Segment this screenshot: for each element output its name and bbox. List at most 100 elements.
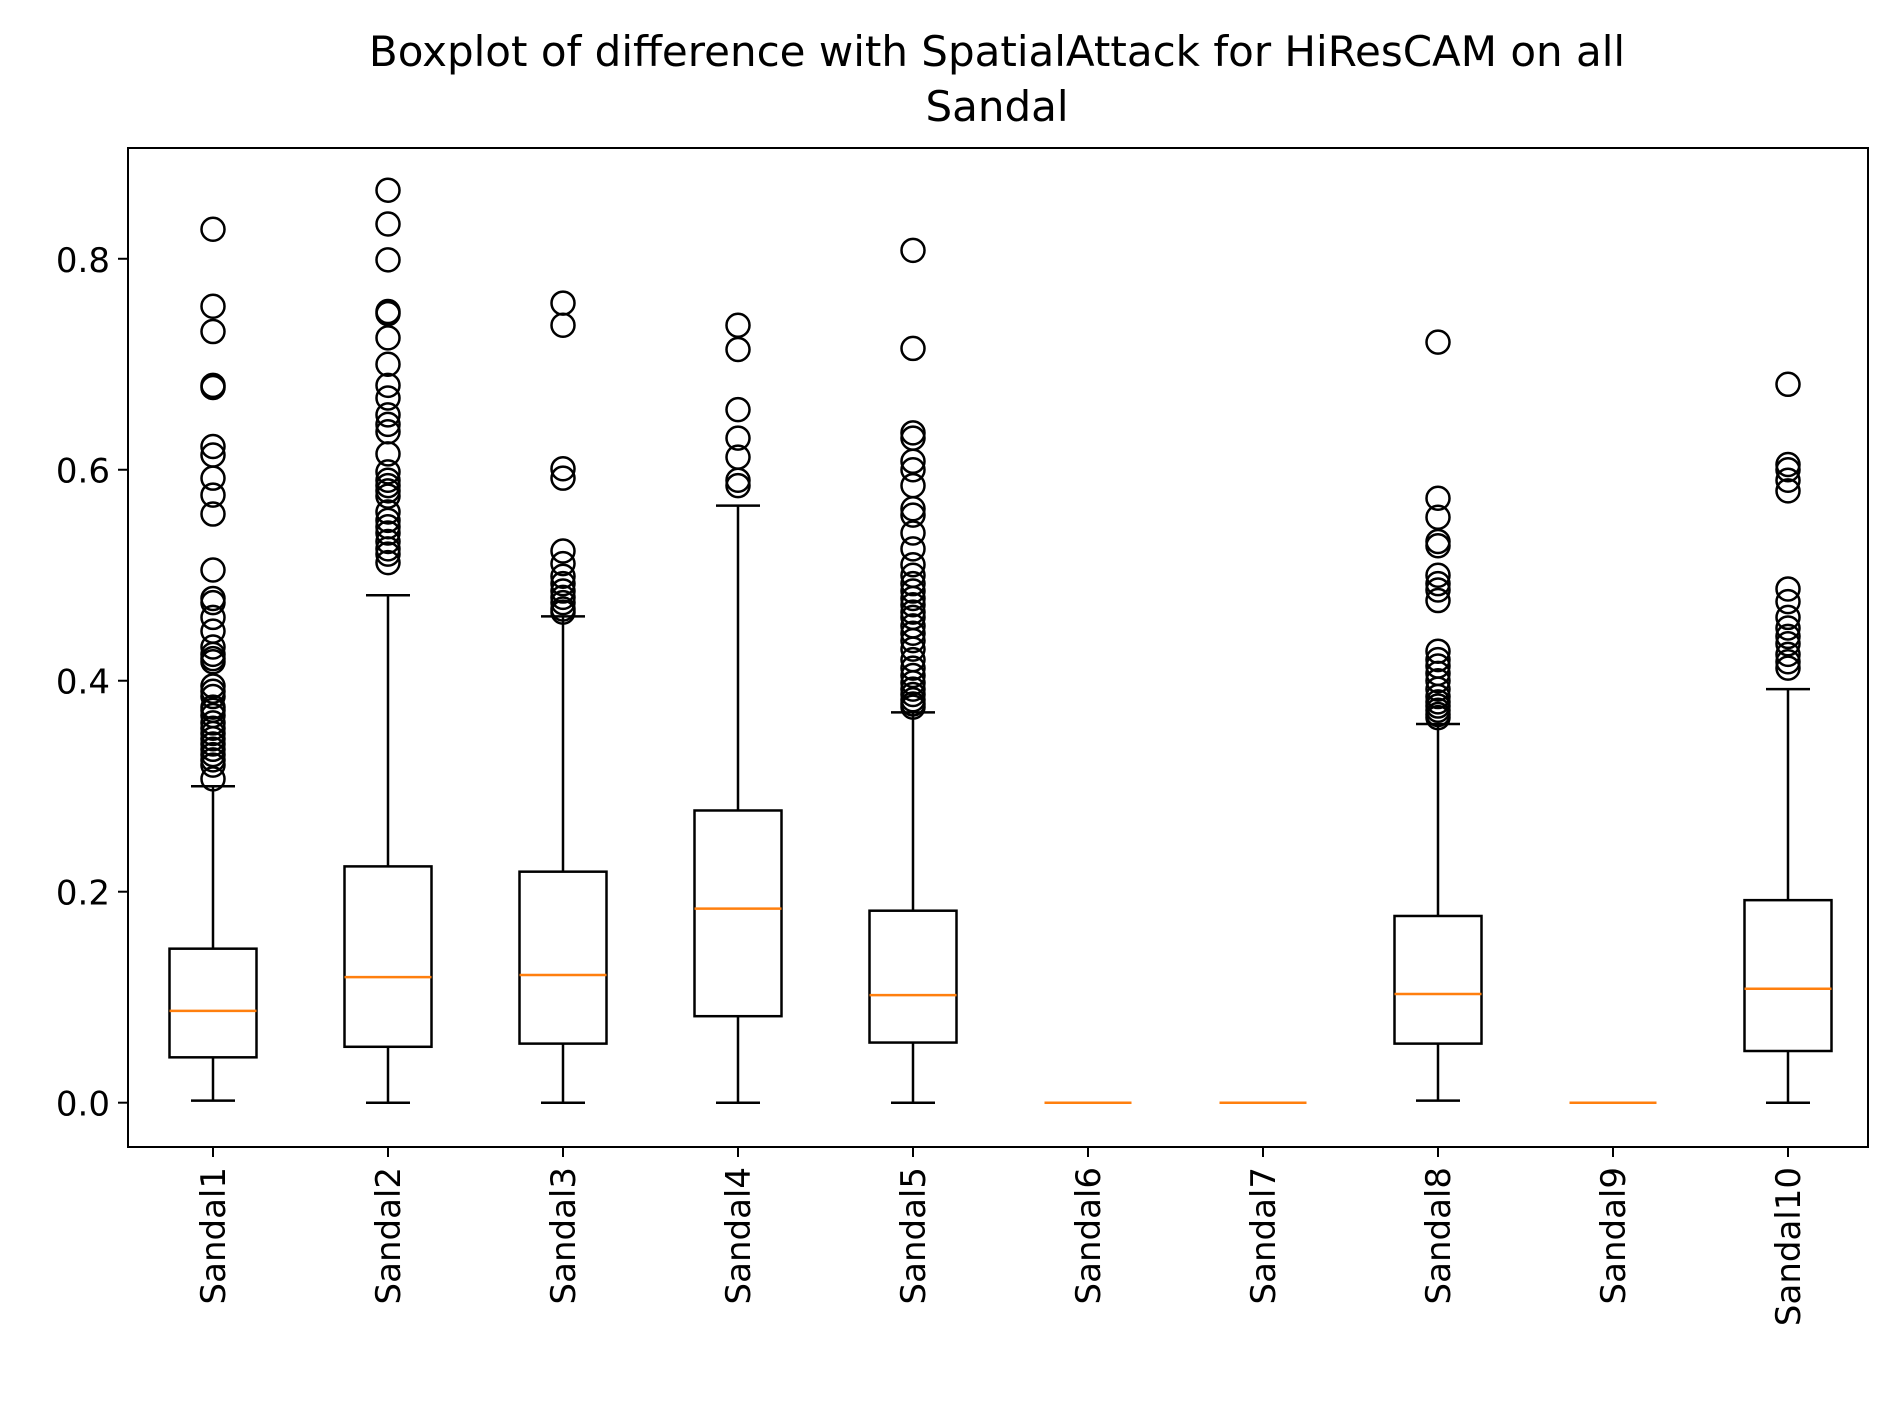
flier-point [1775,655,1801,681]
flier-point [900,627,926,654]
flier-point [1775,648,1801,675]
y-tick-label: 0.8 [56,241,110,281]
flier-point [900,636,926,662]
flier-point [900,448,926,475]
flier-point [1775,604,1801,631]
chart-title-line-2: Sandal [925,82,1068,131]
x-tick-label: Sandal3 [544,1167,584,1304]
flier-point [1425,532,1451,559]
flier-point [200,465,226,491]
flier-point [550,538,576,564]
chart-title-line-1: Boxplot of difference with SpatialAttack… [369,27,1625,76]
flier-point [1775,371,1801,398]
flier-point [725,312,751,338]
flier-point [200,482,226,508]
flier-point [550,455,576,482]
flier-point [1425,329,1451,355]
box-Sandal3 [518,290,608,1104]
flier-point [1775,456,1801,483]
flier-point [375,372,401,399]
flier-point [900,496,926,522]
iqr-box [868,909,958,1044]
y-tick-label: 0.2 [56,874,110,914]
x-tick-label: Sandal1 [194,1167,234,1304]
flier-point [1425,646,1451,673]
flier-point [1775,478,1801,504]
box-Sandal4 [693,312,783,1104]
box-Sandal5 [868,237,958,1104]
box-Sandal1 [168,216,258,1102]
flier-point [375,211,401,237]
flier-point [375,247,401,273]
flier-point [1775,576,1801,602]
flier-point [200,501,226,527]
flier-point [200,683,226,710]
flier-point [375,528,401,555]
flier-point [375,402,401,428]
iqr-box [1743,898,1833,1053]
flier-point [200,752,226,778]
x-tick-label: Sandal7 [1244,1167,1284,1304]
box-Sandal2 [343,177,433,1104]
flier-point [375,325,401,351]
iqr-box [518,870,608,1045]
flier-point [900,570,926,597]
flier-point [900,694,926,720]
flier-point [900,585,926,612]
flier-point [550,550,576,577]
flier-point [1775,641,1801,668]
flier-point [550,589,576,616]
flier-point [900,655,926,681]
flier-point [375,351,401,378]
flier-point [900,620,926,647]
flier-point [200,216,226,242]
flier-point [1425,562,1451,588]
flier-point [900,670,926,696]
flier-point [1425,667,1451,694]
x-tick-label: Sandal2 [369,1167,409,1304]
flier-point [550,578,576,604]
flier-point [375,520,401,546]
flier-point [1775,588,1801,615]
flier-point [550,570,576,597]
flier-point [375,441,401,467]
flier-point [550,599,576,625]
flier-point [375,483,401,509]
flier-point [200,293,226,319]
flier-point [1775,615,1801,641]
flier-point [550,312,576,338]
flier-point [200,557,226,583]
flier-point [200,589,226,616]
iqr-box [693,809,783,1018]
flier-point [375,549,401,576]
flier-point [375,300,401,327]
flier-point [1775,631,1801,657]
x-tick-label: Sandal6 [1069,1167,1109,1304]
flier-point [900,536,926,562]
flier-point [1775,623,1801,650]
flier-point [725,425,751,451]
flier-point [1425,676,1451,702]
y-tick-label: 0.0 [56,1085,110,1125]
iqr-box [343,865,433,1049]
flier-point [725,396,751,423]
flier-point [550,563,576,590]
flier-point [900,592,926,618]
box-Sandal10 [1743,371,1833,1104]
box-Sandal8 [1393,329,1483,1102]
flier-point [200,766,226,792]
flier-point [725,472,751,499]
x-tick-label: Sandal9 [1594,1167,1634,1304]
flier-point [200,433,226,460]
flier-point [1425,504,1451,530]
flier-point [725,336,751,363]
iqr-box [1393,914,1483,1045]
flier-point [550,465,576,491]
x-tick-label: Sandal5 [894,1167,934,1304]
flier-point [900,502,926,528]
flier-point [200,604,226,631]
y-tick-label: 0.4 [56,663,110,703]
flier-point [900,662,926,689]
flier-point [1425,485,1451,511]
